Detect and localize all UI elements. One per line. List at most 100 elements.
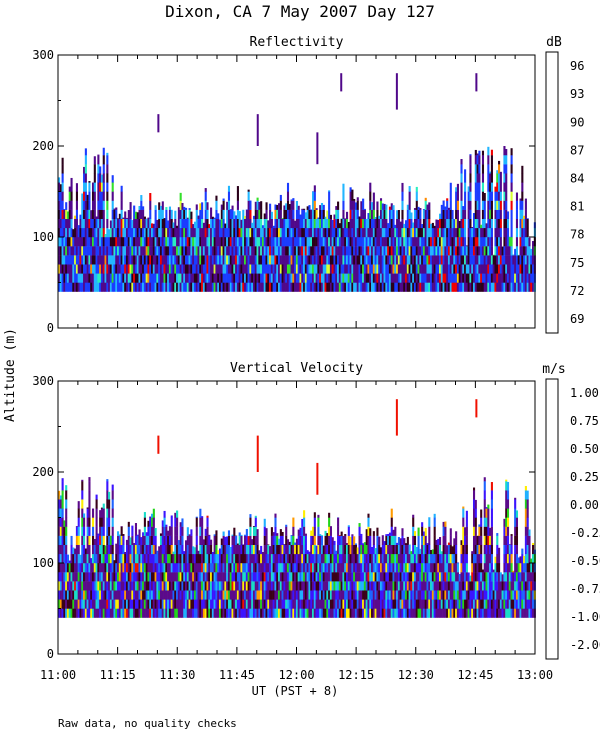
reflectivity-cell (142, 282, 145, 292)
velocity-cell (224, 536, 227, 545)
velocity-cell (100, 535, 104, 545)
reflectivity-cell (158, 227, 161, 238)
velocity-cell (442, 526, 445, 536)
reflectivity-cell (485, 227, 488, 238)
velocity-cell (145, 532, 148, 536)
velocity-cell (437, 572, 440, 582)
reflectivity-cell (469, 255, 472, 265)
velocity-cell (345, 543, 349, 545)
velocity-cell (63, 544, 66, 555)
velocity-cell (99, 572, 102, 582)
reflectivity-cell (75, 227, 78, 238)
velocity-cell (417, 590, 420, 600)
velocity-cell (378, 544, 381, 555)
velocity-cell (340, 599, 343, 609)
reflectivity-cell (97, 200, 100, 210)
velocity-cell (379, 547, 383, 555)
reflectivity-cell (388, 218, 392, 229)
reflectivity-cell (401, 191, 404, 201)
reflectivity-cell (372, 200, 375, 210)
reflectivity-cell (195, 246, 198, 256)
velocity-cell (240, 544, 243, 555)
reflectivity-cell (158, 264, 161, 274)
reflectivity-cell (397, 264, 400, 274)
velocity-cell (399, 581, 402, 591)
reflectivity-cell (222, 227, 225, 238)
reflectivity-cell (489, 218, 492, 229)
reflectivity-cell (283, 246, 286, 256)
reflectivity-cell (376, 282, 379, 292)
velocity-cell (222, 563, 225, 573)
velocity-cell (413, 599, 417, 609)
velocity-cell (120, 544, 123, 555)
reflectivity-cell (510, 191, 513, 201)
reflectivity-cell (396, 264, 399, 274)
velocity-cell (367, 544, 370, 555)
reflectivity-cell (115, 237, 118, 247)
reflectivity-cell (347, 273, 350, 283)
velocity-cell (172, 608, 175, 618)
velocity-cell (124, 553, 127, 564)
velocity-cell (281, 599, 284, 609)
reflectivity-cell (483, 218, 486, 229)
reflectivity-cell (385, 209, 388, 219)
velocity-cell (176, 563, 179, 573)
reflectivity-cell (464, 264, 467, 274)
velocity-cell (129, 544, 132, 555)
reflectivity-cell (374, 282, 377, 292)
velocity-cell (95, 494, 98, 500)
reflectivity-cell (503, 246, 506, 256)
velocity-cell (179, 553, 182, 564)
reflectivity-cell (447, 207, 451, 210)
velocity-cell (100, 508, 104, 518)
reflectivity-cell (320, 237, 324, 247)
velocity-cell (292, 526, 295, 536)
velocity-cell (406, 563, 409, 573)
velocity-cell (372, 531, 375, 536)
reflectivity-cell (351, 255, 354, 265)
velocity-cell (328, 563, 331, 573)
velocity-cell (170, 599, 173, 609)
reflectivity-cell (506, 227, 510, 238)
reflectivity-cell (174, 273, 177, 283)
reflectivity-cell (140, 255, 143, 265)
reflectivity-cell (217, 227, 220, 238)
velocity-cell (140, 590, 143, 600)
reflectivity-cell (68, 200, 71, 210)
velocity-cell (95, 599, 98, 609)
velocity-cell (295, 572, 298, 582)
velocity-cell (102, 508, 105, 518)
velocity-cell (204, 535, 207, 545)
reflectivity-cell (290, 282, 293, 292)
velocity-cell (254, 599, 257, 609)
velocity-cell (213, 590, 216, 600)
reflectivity-cell (188, 264, 191, 274)
velocity-cell (215, 563, 218, 573)
velocity-cell (165, 544, 168, 555)
reflectivity-cell (462, 227, 465, 238)
reflectivity-cell (156, 264, 159, 274)
velocity-cell (109, 590, 112, 600)
reflectivity-cell (256, 255, 259, 265)
reflectivity-cell (269, 227, 272, 238)
velocity-cell (446, 590, 449, 600)
reflectivity-cell (77, 273, 80, 283)
reflectivity-cell (172, 264, 175, 274)
reflectivity-cell (394, 224, 397, 229)
velocity-cell (170, 526, 173, 536)
reflectivity-cell (84, 164, 87, 174)
reflectivity-cell (81, 227, 84, 238)
reflectivity-cell (306, 255, 309, 265)
reflectivity-cell (197, 227, 200, 238)
velocity-cell (447, 590, 451, 600)
reflectivity-cell (79, 246, 82, 256)
reflectivity-cell (524, 246, 527, 256)
reflectivity-cell (455, 282, 458, 292)
reflectivity-cell (528, 237, 531, 247)
velocity-cell (172, 590, 175, 600)
velocity-cell (328, 526, 331, 536)
reflectivity-cell (66, 255, 70, 265)
reflectivity-cell (97, 209, 100, 219)
velocity-cell (390, 553, 393, 564)
velocity-cell (147, 535, 150, 545)
